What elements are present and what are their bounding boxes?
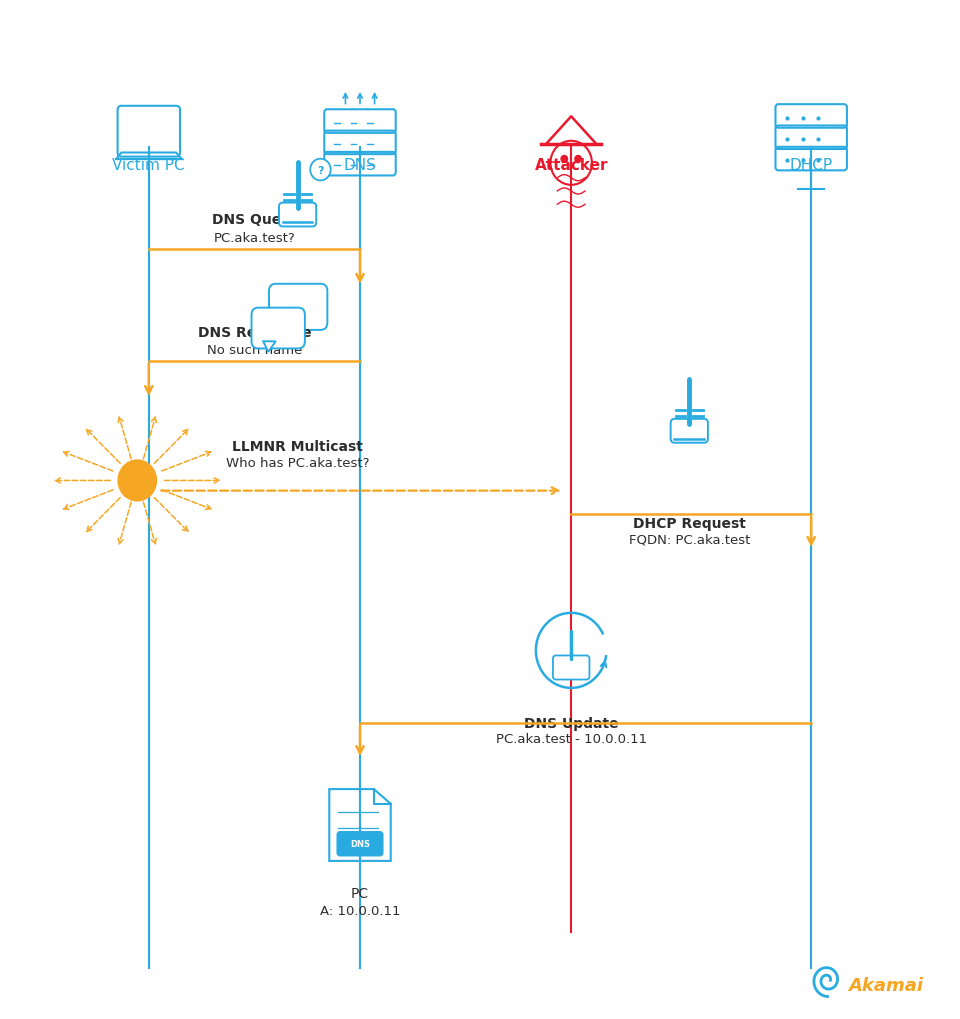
Text: No such name: No such name [206, 343, 302, 357]
Text: DNS: DNS [344, 158, 376, 173]
Circle shape [310, 160, 330, 181]
Text: Victim PC: Victim PC [112, 158, 185, 173]
Text: Akamai: Akamai [849, 976, 924, 995]
Polygon shape [288, 323, 303, 334]
FancyBboxPatch shape [553, 656, 589, 680]
Circle shape [575, 156, 582, 163]
FancyBboxPatch shape [252, 309, 305, 350]
Text: LLMNR Multicast: LLMNR Multicast [232, 439, 363, 453]
Text: DNS: DNS [350, 840, 370, 849]
Polygon shape [263, 342, 276, 353]
Text: PC.aka.test - 10.0.0.11: PC.aka.test - 10.0.0.11 [495, 733, 647, 746]
Text: PC: PC [351, 887, 369, 901]
Text: DNS Update: DNS Update [524, 716, 618, 731]
Text: FQDN: PC.aka.test: FQDN: PC.aka.test [629, 533, 750, 546]
Text: DNS Response: DNS Response [198, 325, 311, 339]
FancyBboxPatch shape [671, 420, 708, 443]
Text: DHCP Request: DHCP Request [633, 517, 746, 531]
Circle shape [561, 156, 567, 163]
Text: A: 10.0.0.11: A: 10.0.0.11 [320, 904, 400, 917]
Circle shape [118, 461, 156, 501]
Text: DHCP: DHCP [790, 158, 832, 173]
Text: Attacker: Attacker [535, 158, 608, 173]
FancyBboxPatch shape [337, 832, 383, 856]
Text: Who has PC.aka.test?: Who has PC.aka.test? [226, 457, 370, 470]
FancyBboxPatch shape [279, 204, 316, 227]
Text: PC.aka.test?: PC.aka.test? [213, 231, 296, 245]
Text: ?: ? [317, 165, 324, 175]
Text: DNS Query: DNS Query [212, 213, 297, 227]
FancyBboxPatch shape [269, 284, 327, 330]
